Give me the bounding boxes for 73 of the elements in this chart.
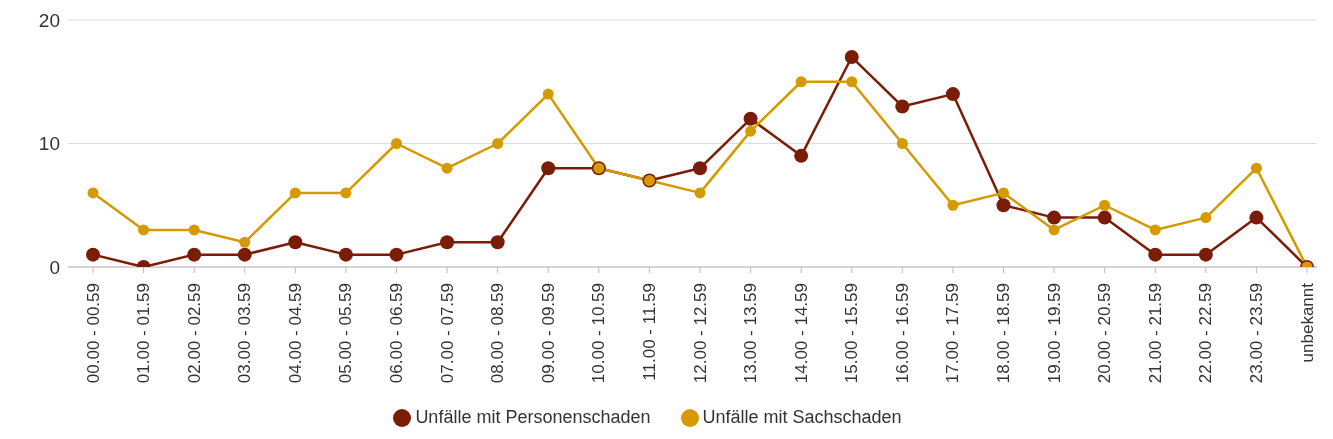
- y-tick-label: 20: [38, 9, 60, 31]
- y-tick-label: 0: [49, 256, 60, 278]
- point: [1250, 162, 1262, 174]
- point: [86, 247, 100, 262]
- legend-label: Unfälle mit Personenschaden: [415, 407, 651, 427]
- point: [87, 187, 99, 199]
- point: [844, 50, 859, 65]
- x-tick-label: 15.00 - 15.59: [842, 283, 862, 384]
- x-tick-label: 10.00 - 10.59: [589, 283, 609, 384]
- point: [945, 87, 960, 102]
- x-tick-label: 22.00 - 22.59: [1196, 283, 1216, 384]
- point: [340, 187, 352, 199]
- point: [541, 161, 556, 176]
- x-tick-label: 19.00 - 19.59: [1044, 283, 1064, 384]
- point: [492, 138, 504, 149]
- x-tick-label: 20.00 - 20.59: [1095, 283, 1115, 384]
- y-tick-label: 10: [38, 133, 60, 155]
- x-tick-label: 18.00 - 18.59: [994, 283, 1013, 384]
- point: [391, 138, 402, 149]
- point: [795, 76, 807, 88]
- point: [138, 224, 150, 236]
- x-tick-label: 07.00 - 07.59: [437, 283, 457, 384]
- point: [896, 138, 908, 149]
- point: [441, 162, 453, 174]
- point: [542, 88, 554, 100]
- point: [1097, 210, 1112, 225]
- point: [389, 247, 404, 262]
- x-tick-label: 14.00 - 14.59: [791, 283, 811, 384]
- point: [996, 198, 1011, 213]
- point: [694, 187, 706, 199]
- point: [288, 235, 303, 250]
- x-tick-label: 16.00 - 16.59: [892, 283, 912, 384]
- x-tick-label: 08.00 - 08.59: [488, 283, 508, 384]
- point: [187, 247, 202, 262]
- point: [1198, 247, 1213, 262]
- x-tick-label: 03.00 - 03.59: [235, 283, 255, 384]
- point: [947, 199, 959, 211]
- x-tick-label: 09.00 - 09.59: [538, 283, 558, 384]
- point: [743, 111, 758, 126]
- x-tick-label: 01.00 - 01.59: [134, 283, 154, 384]
- point: [895, 99, 910, 114]
- point: [1048, 224, 1060, 236]
- point: [338, 247, 353, 262]
- x-tick-label: 02.00 - 02.59: [184, 283, 204, 384]
- point: [490, 235, 505, 250]
- point: [289, 187, 301, 199]
- x-tick-label: 21.00 - 21.59: [1145, 283, 1165, 384]
- legend-label: Unfälle mit Sachschaden: [702, 407, 902, 427]
- x-tick-label: 11.00 - 11.59: [639, 283, 659, 381]
- x-tick-label: 00.00 - 00.59: [83, 283, 103, 384]
- x-tick-label: 17.00 - 17.59: [943, 283, 963, 384]
- point: [1149, 224, 1161, 236]
- point: [693, 161, 707, 176]
- point: [188, 224, 200, 236]
- point: [440, 235, 455, 250]
- point: [846, 76, 858, 88]
- x-tick-label: 06.00 - 06.59: [387, 283, 406, 384]
- point: [1047, 210, 1062, 225]
- point: [1200, 212, 1212, 224]
- x-tick-label: 12.00 - 12.59: [690, 283, 710, 384]
- x-tick-label: 05.00 - 05.59: [336, 283, 356, 384]
- point: [1099, 199, 1111, 211]
- point: [794, 148, 809, 163]
- point: [1249, 210, 1264, 225]
- point: [745, 125, 757, 137]
- x-tick-label: 13.00 - 13.59: [741, 283, 761, 384]
- point: [239, 236, 251, 248]
- x-tick-label: 04.00 - 04.59: [285, 283, 305, 384]
- point: [237, 247, 252, 262]
- x-tick-label: 23.00 - 23.59: [1246, 283, 1266, 384]
- point: [998, 187, 1009, 199]
- point: [1148, 247, 1163, 262]
- x-tick-label: unbekannt: [1297, 282, 1317, 363]
